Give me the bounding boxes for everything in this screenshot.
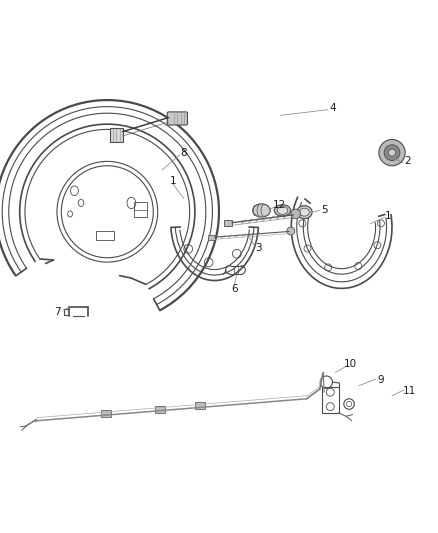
Bar xyxy=(96,231,114,240)
Text: 9: 9 xyxy=(378,375,385,385)
Bar xyxy=(110,128,123,142)
Bar xyxy=(101,410,111,417)
Ellipse shape xyxy=(274,205,291,216)
FancyBboxPatch shape xyxy=(167,112,187,125)
Text: 11: 11 xyxy=(403,386,416,397)
Text: 10: 10 xyxy=(344,359,357,369)
Circle shape xyxy=(379,140,405,166)
Ellipse shape xyxy=(297,206,312,219)
Text: 6: 6 xyxy=(231,284,238,294)
Ellipse shape xyxy=(253,204,270,217)
Bar xyxy=(134,201,147,217)
Circle shape xyxy=(389,149,396,156)
Ellipse shape xyxy=(300,208,309,216)
Text: 8: 8 xyxy=(180,148,187,158)
Circle shape xyxy=(287,227,295,235)
Text: 7: 7 xyxy=(53,308,60,318)
Text: 2: 2 xyxy=(404,156,411,166)
Text: 12: 12 xyxy=(273,200,286,210)
Text: 3: 3 xyxy=(255,243,262,253)
Text: 1: 1 xyxy=(384,211,391,221)
Ellipse shape xyxy=(277,206,288,214)
Circle shape xyxy=(291,209,300,219)
Text: 1: 1 xyxy=(170,176,177,186)
Text: 4: 4 xyxy=(329,102,336,112)
Circle shape xyxy=(384,145,400,160)
Bar xyxy=(208,235,215,240)
Text: 5: 5 xyxy=(321,205,328,215)
Bar xyxy=(224,220,232,226)
Bar xyxy=(195,402,205,409)
Bar xyxy=(322,386,339,413)
Bar xyxy=(155,406,165,413)
